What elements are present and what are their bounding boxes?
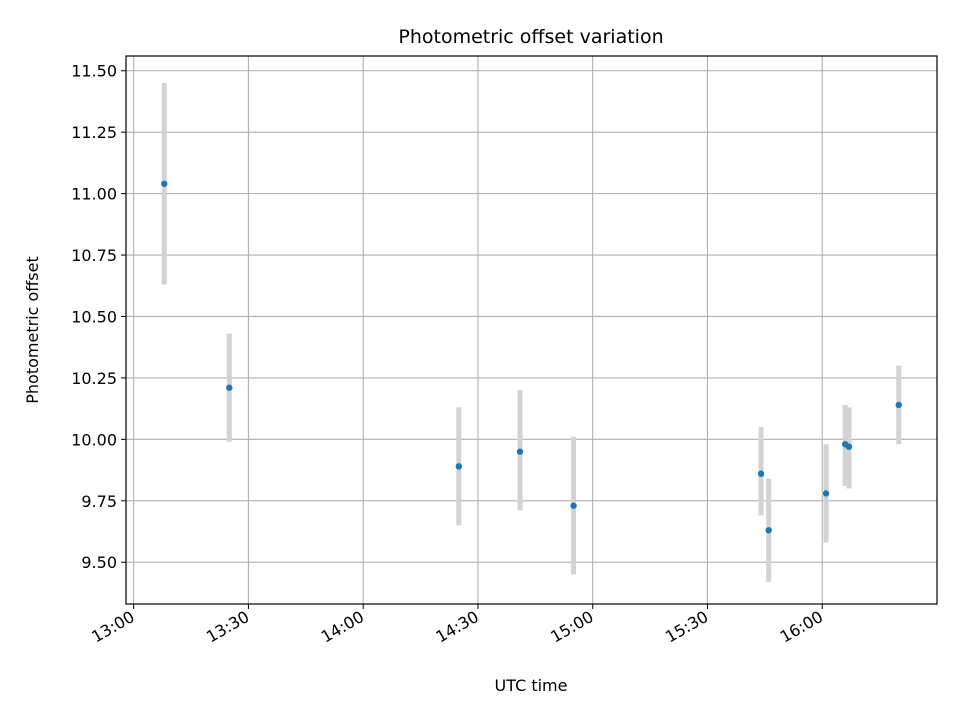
data-point: [845, 443, 853, 450]
x-tick-label: 15:00: [547, 607, 596, 647]
data-points: [161, 180, 902, 534]
x-tick-label: 14:00: [318, 607, 367, 647]
y-tick-label: 9.75: [81, 492, 117, 511]
x-tick-label: 16:00: [777, 607, 826, 647]
data-point: [822, 490, 830, 497]
y-tick-label: 10.25: [71, 369, 117, 388]
data-point: [161, 180, 168, 187]
x-tick-label: 13:30: [203, 607, 252, 647]
y-tick-label: 10.50: [71, 307, 117, 326]
x-tick-label: 14:30: [433, 607, 482, 647]
errorbars: [161, 83, 902, 582]
y-tick-label: 11.50: [71, 62, 117, 81]
x-axis-label: UTC time: [495, 676, 568, 695]
y-tick-label: 10.75: [71, 246, 117, 265]
y-axis-label: Photometric offset: [23, 256, 42, 404]
axis-ticks: 13:00 13:30 14:00 14:30 15:00 15:30 16:00 9.50 9…: [71, 62, 826, 647]
grid: [126, 56, 937, 604]
chart-title: Photometric offset variation: [398, 26, 663, 48]
y-tick-label: 10.00: [71, 430, 117, 449]
data-point: [516, 448, 524, 455]
data-point: [757, 470, 765, 477]
y-tick-label: 9.50: [81, 553, 117, 572]
y-tick-label: 11.25: [71, 123, 117, 142]
x-tick-label: 15:30: [662, 607, 711, 647]
data-point: [765, 527, 772, 534]
data-point: [226, 384, 233, 391]
y-tick-label: 11.00: [71, 185, 117, 204]
data-point: [895, 401, 902, 409]
data-point: [570, 502, 577, 509]
data-point: [455, 463, 463, 470]
x-tick-label: 13:00: [88, 607, 137, 647]
plot-area-frame: [125, 55, 938, 605]
